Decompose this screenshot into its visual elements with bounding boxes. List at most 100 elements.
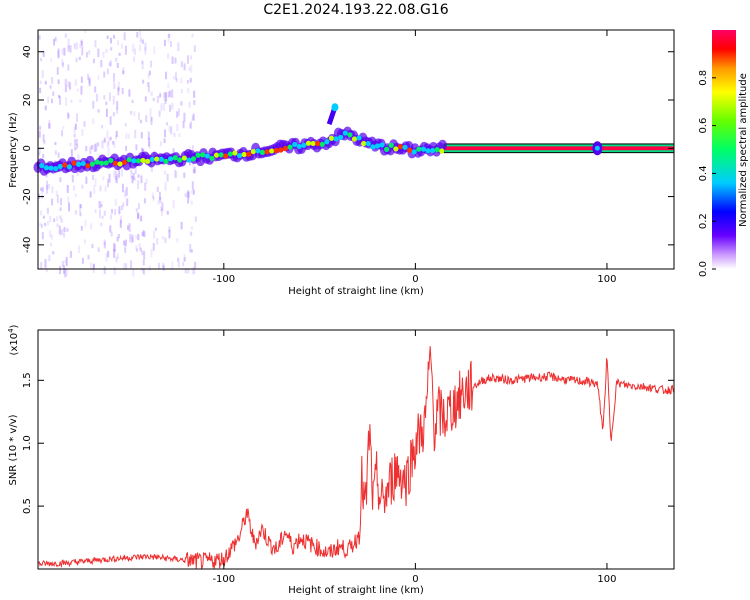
ridge-core <box>140 157 146 164</box>
noise-speckle <box>111 208 114 214</box>
x-tick-label: -100 <box>212 274 235 285</box>
noise-speckle <box>56 216 59 221</box>
noise-speckle <box>137 234 140 241</box>
noise-speckle <box>122 202 125 207</box>
noise-speckle <box>109 225 112 233</box>
noise-speckle <box>141 61 144 70</box>
noise-speckle <box>168 125 171 133</box>
noise-speckle <box>194 261 197 268</box>
noise-speckle <box>107 250 110 258</box>
ridge-core <box>154 156 160 162</box>
ridge-core <box>361 140 367 147</box>
ridge-core <box>181 155 187 161</box>
noise-speckle <box>147 82 150 87</box>
noise-speckle <box>180 101 183 106</box>
noise-speckle <box>42 134 45 142</box>
noise-speckle <box>188 101 191 108</box>
noise-speckle <box>144 46 147 55</box>
colorbar-tick-label: 0.0 <box>698 261 709 277</box>
noise-speckle <box>193 90 196 98</box>
noise-speckle <box>171 89 174 98</box>
noise-speckle <box>139 44 142 52</box>
noise-speckle <box>158 191 161 200</box>
noise-speckle <box>40 223 43 229</box>
ridge-core <box>167 156 174 162</box>
noise-speckle <box>61 48 64 55</box>
ridge-core <box>411 149 417 155</box>
noise-speckle <box>188 146 191 152</box>
x-tick-label: 0 <box>412 274 418 285</box>
noise-speckle <box>188 191 191 198</box>
noise-speckle <box>189 243 192 253</box>
noise-speckle <box>110 231 113 237</box>
noise-speckle <box>123 190 126 198</box>
x-tick-label: 100 <box>597 274 616 285</box>
noise-speckle <box>91 145 94 150</box>
figure-title: C2E1.2024.193.22.08.G16 <box>263 2 448 18</box>
noise-speckle <box>50 234 53 240</box>
noise-speckle <box>180 88 183 94</box>
ridge-core <box>76 161 82 167</box>
ridge-core <box>213 152 220 158</box>
noise-speckle <box>183 253 186 262</box>
ridge-core <box>186 157 192 163</box>
noise-speckle <box>84 219 87 227</box>
noise-speckle <box>190 231 193 236</box>
noise-speckle <box>177 257 180 262</box>
noise-speckle <box>88 50 91 55</box>
noise-speckle <box>76 153 79 158</box>
noise-speckle <box>147 131 150 140</box>
noise-speckle <box>64 33 67 38</box>
noise-speckle <box>80 39 83 44</box>
noise-speckle <box>67 64 70 71</box>
noise-speckle <box>103 71 106 78</box>
noise-speckle <box>79 204 82 213</box>
ridge-core <box>57 163 63 170</box>
noise-speckle <box>97 142 100 147</box>
noise-speckle <box>124 240 127 249</box>
ridge-core <box>324 139 330 145</box>
ridge-core <box>209 155 215 161</box>
noise-speckle <box>186 190 189 197</box>
ridge-core <box>53 166 59 172</box>
noise-speckle <box>148 70 151 76</box>
ridge-core <box>218 152 224 158</box>
noise-speckle <box>113 249 116 258</box>
x-axis-label: Height of straight line (km) <box>288 286 424 297</box>
noise-speckle <box>98 209 101 218</box>
noise-speckle <box>165 92 168 102</box>
noise-speckle <box>76 88 79 92</box>
noise-speckle <box>113 82 116 89</box>
noise-speckle <box>163 138 166 144</box>
ridge-core <box>204 153 210 159</box>
noise-speckle <box>124 247 127 253</box>
noise-speckle <box>182 262 185 267</box>
noise-speckle <box>192 189 195 195</box>
ridge-core <box>190 156 197 162</box>
ridge-core <box>62 162 68 168</box>
noise-speckle <box>167 33 170 43</box>
noise-speckle <box>176 123 179 132</box>
noise-speckle <box>48 183 51 189</box>
noise-speckle <box>73 133 76 138</box>
noise-speckle <box>161 202 164 211</box>
noise-speckle <box>64 84 67 93</box>
noise-speckle <box>52 91 55 96</box>
noise-speckle <box>59 265 62 275</box>
noise-speckle <box>46 207 49 214</box>
noise-speckle <box>68 82 71 89</box>
noise-speckle <box>71 174 74 183</box>
noise-speckle <box>66 184 69 193</box>
noise-speckle <box>39 87 42 94</box>
y-axis-label: SNR (10 * v/v) <box>8 414 19 485</box>
noise-speckle <box>80 41 83 47</box>
noise-speckle <box>56 67 59 75</box>
noise-speckle <box>116 174 119 184</box>
noise-speckle <box>183 112 186 122</box>
noise-speckle <box>143 268 146 276</box>
noise-speckle <box>94 86 97 93</box>
noise-speckle <box>73 43 76 49</box>
noise-speckle <box>144 96 147 102</box>
noise-speckle <box>159 197 162 204</box>
x-axis-label: Height of straight line (km) <box>288 585 424 596</box>
